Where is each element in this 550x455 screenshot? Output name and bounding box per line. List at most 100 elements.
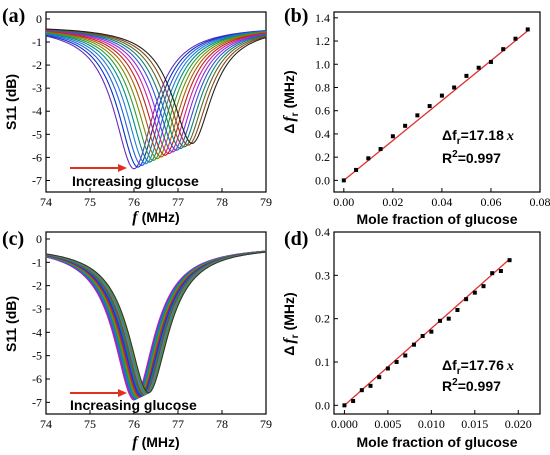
panel-b-r2-value: =0.997 bbox=[458, 150, 501, 166]
y-tick-label: -1 bbox=[32, 255, 42, 269]
y-tick-label: -4 bbox=[32, 325, 42, 339]
data-point bbox=[415, 113, 420, 118]
data-point bbox=[472, 290, 477, 295]
x-tick-label: 0.00 bbox=[333, 195, 354, 209]
panel-d-plot-frame bbox=[333, 231, 541, 415]
linear-fit-line bbox=[343, 258, 511, 406]
y-tick-label: -3 bbox=[32, 302, 42, 316]
x-tick-label: 0.02 bbox=[382, 195, 403, 209]
y-tick-label: 0.3 bbox=[315, 268, 330, 282]
x-tick-label: 78 bbox=[216, 417, 228, 431]
resonance-curve bbox=[45, 30, 267, 156]
x-tick-label: 79 bbox=[260, 195, 272, 209]
x-tick-label: 77 bbox=[172, 195, 184, 209]
y-tick-label: 1.2 bbox=[315, 34, 330, 48]
panel-b-fit-equation: Δfr=17.18 x bbox=[442, 127, 514, 147]
resonance-curve bbox=[45, 30, 267, 168]
panel-b-y-ticks: 0.0 0.2 0.4 0.6 0.8 1.0 1.2 1.4 bbox=[315, 11, 338, 187]
panel-c-x-axis-unit: (MHz) bbox=[142, 434, 180, 450]
data-point bbox=[403, 123, 408, 128]
data-point bbox=[488, 59, 493, 64]
x-tick-label: 75 bbox=[84, 417, 96, 431]
panel-c-label: (c) bbox=[2, 228, 24, 250]
y-tick-label: -6 bbox=[32, 372, 42, 386]
panel-b-points bbox=[341, 27, 530, 183]
y-tick-label: 0.2 bbox=[315, 312, 330, 326]
panel-d-r-squared: R2=0.997 bbox=[442, 377, 501, 394]
resonance-curve bbox=[45, 251, 267, 394]
y-tick-label: 1.4 bbox=[315, 11, 330, 25]
panel-b-fit-value: =17.18 bbox=[461, 127, 504, 143]
panel-d-r2-value: =0.997 bbox=[458, 378, 501, 394]
panel-a: (a) 74 75 76 77 78 79 0 -1 -2 -3 -4 -5 -6 -7 S11 (dB… bbox=[2, 5, 272, 226]
panel-d-fit-var: x bbox=[506, 359, 514, 374]
x-tick-label: 0.08 bbox=[530, 195, 550, 209]
x-tick-label: 78 bbox=[216, 195, 228, 209]
data-point bbox=[427, 104, 432, 109]
panel-a-x-axis-var: f bbox=[132, 209, 139, 226]
panel-d-fit-sub: r bbox=[457, 366, 461, 377]
panel-d: (d) 0.000 0.005 0.010 0.015 0.020 0.00.10.20… bbox=[281, 225, 541, 450]
data-point bbox=[464, 73, 469, 78]
data-point bbox=[385, 366, 390, 371]
data-point bbox=[341, 178, 346, 183]
panel-c-y-axis-title: S11 (dB) bbox=[3, 296, 19, 352]
data-point bbox=[452, 85, 457, 90]
y-tick-label: -1 bbox=[32, 35, 42, 49]
data-point bbox=[525, 27, 530, 32]
panel-b-x-ticks: 0.00 0.02 0.04 0.06 0.08 bbox=[333, 188, 550, 209]
resonance-curve bbox=[45, 31, 267, 160]
data-point bbox=[351, 399, 356, 403]
data-point bbox=[476, 65, 481, 70]
panel-b-plot-frame bbox=[333, 11, 541, 193]
panel-d-y-axis-unit: (MHz) bbox=[281, 292, 297, 330]
data-point bbox=[378, 147, 383, 152]
panel-b-fit-line bbox=[343, 30, 529, 181]
x-tick-label: 0.04 bbox=[431, 195, 452, 209]
panel-a-x-axis-title: f (MHz) bbox=[132, 209, 179, 226]
y-tick-label: 0.8 bbox=[315, 80, 330, 94]
panel-b-y-axis-unit: (MHz) bbox=[281, 70, 297, 108]
panel-b-fit-sub: r bbox=[457, 136, 461, 147]
panel-c-x-axis-title: f (MHz) bbox=[132, 434, 179, 451]
resonance-curve bbox=[45, 251, 267, 395]
data-point bbox=[354, 167, 359, 172]
resonance-curve bbox=[45, 30, 267, 158]
panel-d-y-axis-var: f bbox=[281, 337, 298, 344]
x-tick-label: 0.06 bbox=[480, 195, 501, 209]
y-tick-label: 0.0 bbox=[315, 173, 330, 187]
panel-b-r2-exp: 2 bbox=[452, 149, 458, 160]
y-tick-label: 0.4 bbox=[315, 127, 330, 141]
panel-a-label: (a) bbox=[2, 5, 25, 27]
y-tick-label: 0.4 bbox=[315, 225, 330, 239]
data-point bbox=[394, 360, 399, 364]
data-point bbox=[368, 383, 373, 388]
resonance-curve bbox=[45, 31, 267, 163]
panel-d-y-axis-delta: Δ bbox=[281, 346, 297, 356]
panel-c-curves bbox=[45, 250, 267, 401]
panel-d-y-axis-sub: r bbox=[290, 334, 301, 338]
y-tick-label: -5 bbox=[32, 127, 42, 141]
data-point bbox=[366, 156, 371, 161]
data-point bbox=[507, 258, 512, 263]
panel-c: (c) 74 75 76 77 78 79 0 -1 -2 -3 -4 -5 -6 -7 S11 (dB… bbox=[2, 228, 272, 451]
resonance-curve bbox=[45, 30, 267, 170]
y-tick-label: 0.1 bbox=[315, 355, 330, 369]
resonance-curve bbox=[45, 29, 267, 150]
panel-d-y-ticks: 0.0 0.1 0.2 0.3 0.4 bbox=[315, 225, 338, 412]
panel-d-r2-exp: 2 bbox=[452, 377, 458, 388]
panel-a-plot-frame bbox=[45, 11, 267, 193]
x-tick-label: 75 bbox=[84, 195, 96, 209]
panel-a-arrow bbox=[70, 164, 127, 172]
x-tick-label: 0.010 bbox=[418, 417, 445, 431]
panel-d-fit-value: =17.76 bbox=[461, 357, 504, 373]
panel-a-x-ticks: 74 75 76 77 78 79 bbox=[40, 188, 272, 209]
panel-b-y-axis-sub: r bbox=[290, 112, 301, 116]
x-tick-label: 0.000 bbox=[331, 417, 358, 431]
panel-b-y-axis-title: Δfr (MHz) bbox=[281, 70, 301, 133]
data-point bbox=[390, 134, 395, 139]
x-tick-label: 77 bbox=[172, 417, 184, 431]
data-point bbox=[403, 353, 408, 358]
x-tick-label: 76 bbox=[128, 417, 140, 431]
data-point bbox=[377, 375, 382, 380]
